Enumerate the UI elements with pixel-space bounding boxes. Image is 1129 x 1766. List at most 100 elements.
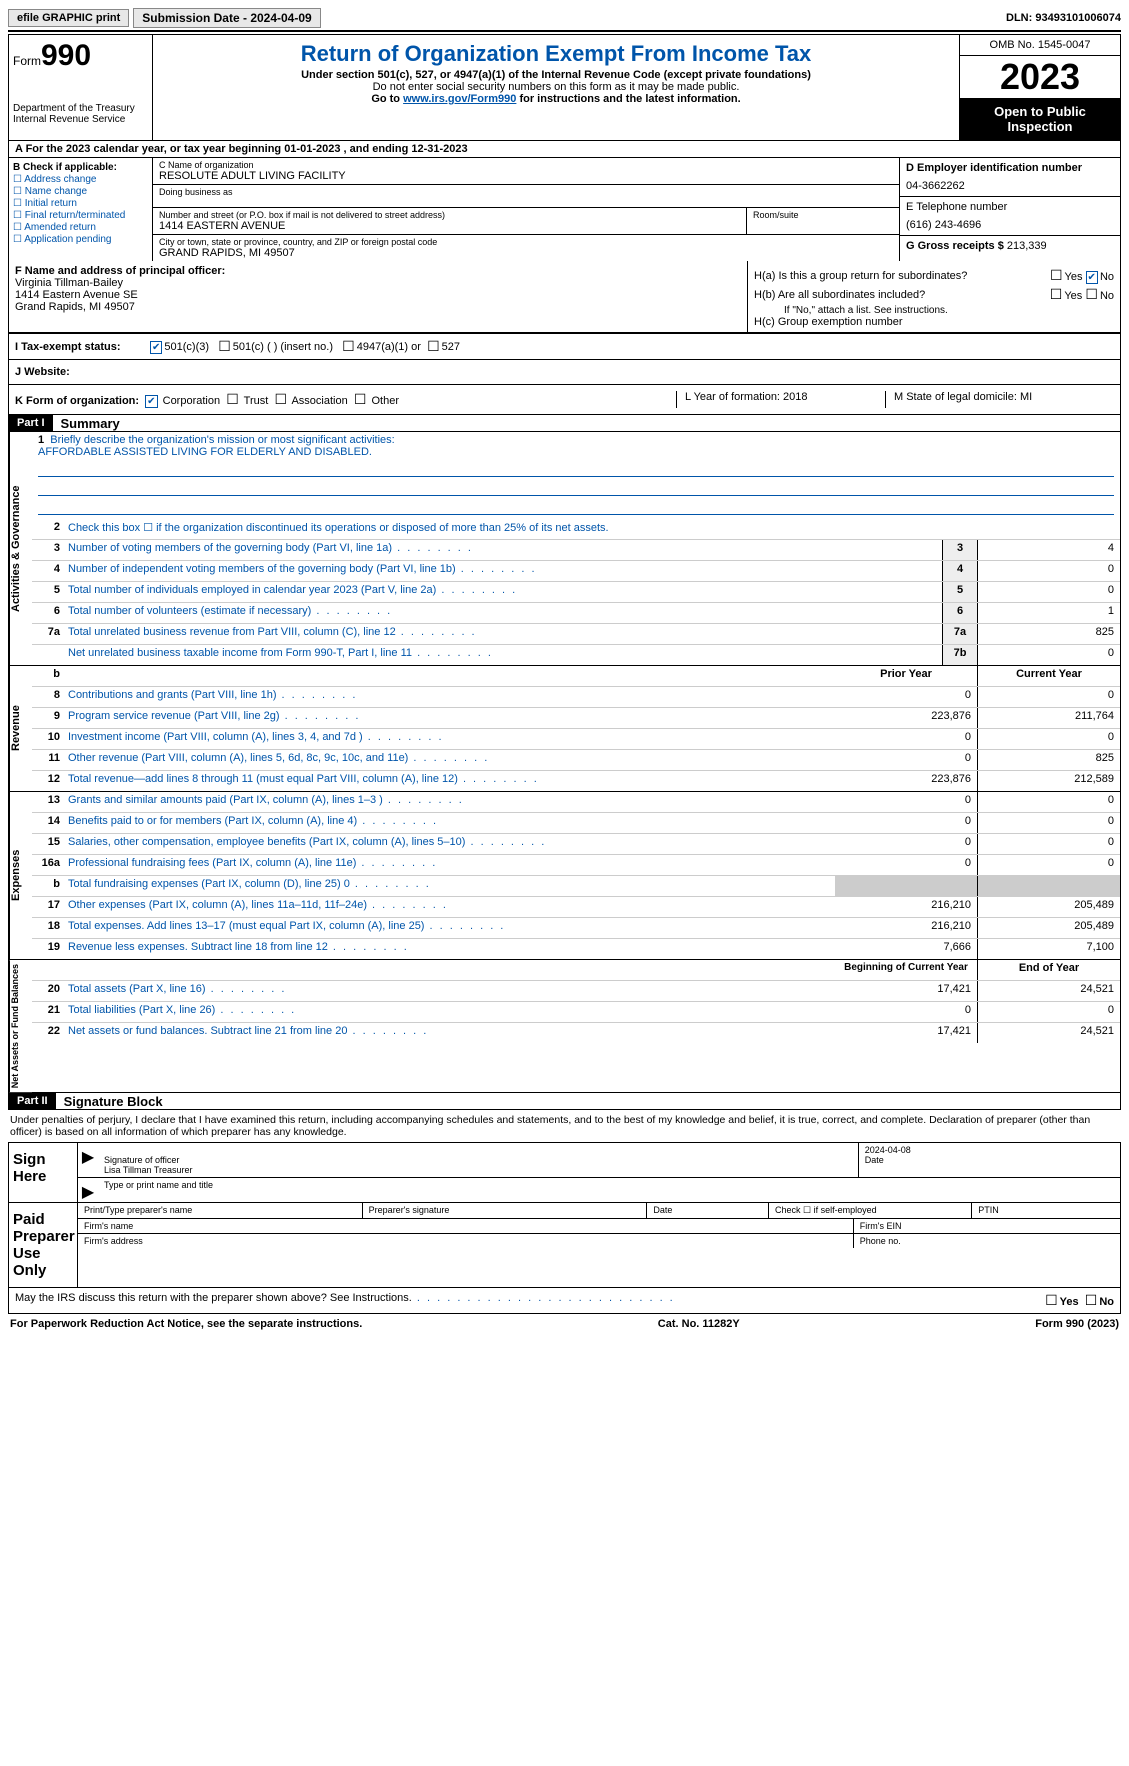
officer-name: Virginia Tillman-Bailey: [15, 277, 741, 289]
revenue-section: Revenue b Prior Year Current Year 8Contr…: [8, 666, 1121, 792]
org-name: RESOLUTE ADULT LIVING FACILITY: [159, 170, 893, 182]
dept-irs: Internal Revenue Service: [13, 114, 148, 125]
dept-treasury: Department of the Treasury: [13, 103, 148, 114]
legal-domicile: M State of legal domicile: MI: [885, 391, 1114, 408]
sign-arrow2-icon: ▶: [78, 1178, 98, 1202]
irs-link[interactable]: www.irs.gov/Form990: [403, 93, 516, 105]
hdr-current-year: Current Year: [978, 666, 1120, 686]
paid-preparer-label: Paid Preparer Use Only: [9, 1203, 77, 1287]
form-org-label: K Form of organization:: [15, 395, 139, 407]
gross-label: G Gross receipts $: [906, 240, 1004, 252]
sign-here-block: Sign Here ▶ Signature of officerLisa Til…: [8, 1142, 1121, 1203]
chk-corporation[interactable]: [145, 395, 159, 407]
part1-header-row: Part I Summary: [8, 415, 1121, 432]
phone-value: (616) 243-4696: [906, 219, 1114, 231]
chk-name-change[interactable]: ☐ Name change: [13, 186, 148, 197]
paid-preparer-block: Paid Preparer Use Only Print/Type prepar…: [8, 1203, 1121, 1288]
tax-status-label: I Tax-exempt status:: [15, 341, 150, 353]
row-klm: K Form of organization: Corporation Trus…: [8, 385, 1121, 415]
vert-expenses: Expenses: [9, 792, 32, 959]
row-j: J Website:: [8, 360, 1121, 385]
city-label: City or town, state or province, country…: [159, 237, 893, 247]
discuss-no[interactable]: [1085, 1296, 1100, 1308]
chk-527[interactable]: [427, 338, 442, 355]
hb-note: If "No," attach a list. See instructions…: [754, 305, 1114, 316]
dba-label: Doing business as: [159, 187, 893, 197]
ein-label: D Employer identification number: [906, 162, 1114, 174]
form-header: Form990 Department of the Treasury Inter…: [8, 34, 1121, 141]
declaration-text: Under penalties of perjury, I declare th…: [8, 1110, 1121, 1142]
chk-other[interactable]: [354, 395, 369, 407]
sign-date: 2024-04-08: [865, 1145, 911, 1155]
chk-association[interactable]: [274, 395, 289, 407]
gross-value: 213,339: [1007, 240, 1047, 252]
hb-no[interactable]: [1085, 290, 1100, 302]
room-label: Room/suite: [753, 210, 893, 220]
year-formation: L Year of formation: 2018: [676, 391, 885, 408]
prep-ptin: PTIN: [972, 1203, 1120, 1218]
chk-501c3[interactable]: [150, 341, 164, 353]
ha-yes[interactable]: [1050, 271, 1065, 283]
open-public-badge: Open to Public Inspection: [960, 98, 1120, 140]
org-name-label: C Name of organization: [159, 160, 893, 170]
chk-application-pending[interactable]: ☐ Application pending: [13, 234, 148, 245]
mission-line-blank3: [38, 498, 1114, 515]
chk-4947[interactable]: [342, 338, 357, 355]
mission-text: AFFORDABLE ASSISTED LIVING FOR ELDERLY A…: [38, 446, 1114, 458]
mission-line-blank2: [38, 479, 1114, 496]
form-label: Form: [13, 54, 41, 68]
chk-amended-return[interactable]: ☐ Amended return: [13, 222, 148, 233]
hc-label: H(c) Group exemption number: [754, 316, 1114, 328]
chk-initial-return[interactable]: ☐ Initial return: [13, 198, 148, 209]
section-bcdeg: B Check if applicable: ☐ Address change …: [8, 158, 1121, 261]
box-b-title: B Check if applicable:: [13, 162, 148, 173]
part1-title: Summary: [53, 416, 120, 431]
street-label: Number and street (or P.O. box if mail i…: [159, 210, 740, 220]
prep-selfemp: Check ☐ if self-employed: [769, 1203, 972, 1218]
expenses-section: Expenses 13Grants and similar amounts pa…: [8, 792, 1121, 960]
part2-header-row: Part II Signature Block: [8, 1093, 1121, 1110]
mission-label: Briefly describe the organization's miss…: [50, 434, 394, 446]
mission-line-blank: [38, 460, 1114, 477]
netassets-section: Net Assets or Fund Balances Beginning of…: [8, 960, 1121, 1093]
firm-addr-label: Firm's address: [78, 1234, 854, 1248]
footer-right: Form 990 (2023): [1035, 1318, 1119, 1330]
footer-left: For Paperwork Reduction Act Notice, see …: [10, 1318, 362, 1330]
row-i: I Tax-exempt status: 501(c)(3) 501(c) ( …: [8, 334, 1121, 360]
officer-name-printed: Lisa Tillman Treasurer: [104, 1165, 193, 1175]
hb-yes[interactable]: [1050, 290, 1065, 302]
firm-ein-label: Firm's EIN: [854, 1219, 1120, 1233]
officer-city: Grand Rapids, MI 49507: [15, 301, 741, 313]
governance-section: Activities & Governance 1 Briefly descri…: [8, 432, 1121, 666]
row-a-tax-year: A For the 2023 calendar year, or tax yea…: [8, 141, 1121, 158]
ein-value: 04-3662262: [906, 180, 1114, 192]
ha-no[interactable]: [1086, 271, 1100, 283]
efile-print-button[interactable]: efile GRAPHIC print: [8, 9, 129, 27]
chk-trust[interactable]: [226, 395, 241, 407]
hdr-begin-year: Beginning of Current Year: [835, 960, 978, 980]
city-value: GRAND RAPIDS, MI 49507: [159, 247, 893, 259]
discuss-yes[interactable]: [1045, 1296, 1060, 1308]
chk-final-return[interactable]: ☐ Final return/terminated: [13, 210, 148, 221]
header-sub2: Do not enter social security numbers on …: [161, 81, 951, 93]
firm-phone-label: Phone no.: [854, 1234, 1120, 1248]
officer-label: F Name and address of principal officer:: [15, 265, 741, 277]
hb-label: H(b) Are all subordinates included?: [754, 289, 925, 301]
hdr-prior-year: Prior Year: [835, 666, 978, 686]
prep-name-label: Print/Type preparer's name: [78, 1203, 363, 1218]
type-print-label: Type or print name and title: [98, 1178, 1120, 1202]
dln: DLN: 93493101006074: [1006, 12, 1121, 24]
top-bar: efile GRAPHIC print Submission Date - 20…: [8, 8, 1121, 32]
website-label: J Website:: [15, 366, 70, 378]
header-sub3-post: for instructions and the latest informat…: [516, 93, 740, 105]
sign-here-label: Sign Here: [9, 1143, 77, 1202]
sign-arrow-icon: ▶: [78, 1143, 98, 1177]
vert-netassets: Net Assets or Fund Balances: [9, 960, 32, 1092]
chk-501c[interactable]: [218, 338, 233, 355]
header-sub1: Under section 501(c), 527, or 4947(a)(1)…: [161, 69, 951, 81]
chk-address-change[interactable]: ☐ Address change: [13, 174, 148, 185]
part2-badge: Part II: [9, 1093, 56, 1109]
form-number: 990: [41, 39, 91, 72]
header-sub3-pre: Go to: [371, 93, 403, 105]
omb-number: OMB No. 1545-0047: [960, 35, 1120, 56]
